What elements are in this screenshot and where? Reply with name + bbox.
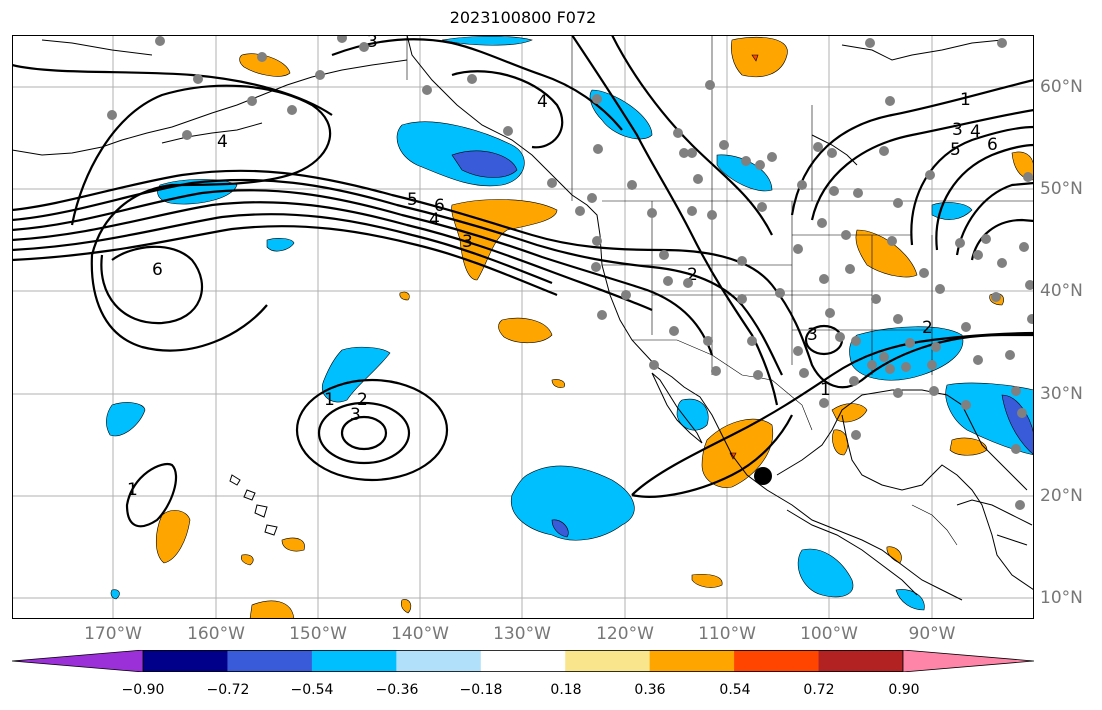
colorbar-tick: 0.36 [634, 682, 666, 698]
lat-label: 40°N [1040, 281, 1083, 301]
colorbar-tick: −0.36 [375, 682, 419, 698]
lat-label: 50°N [1040, 179, 1083, 199]
colorbar-segment [565, 650, 651, 672]
colorbar-tick: −0.90 [121, 682, 165, 698]
contours [12, 35, 1034, 528]
contour-label: 2 [687, 265, 698, 285]
contour-label: 6 [152, 260, 163, 280]
lat-label: 30°N [1040, 384, 1083, 404]
colorbar-segment [649, 650, 735, 672]
map-title: 2023100800 F072 [449, 8, 597, 27]
lat-label: 10°N [1040, 588, 1083, 608]
lon-label: 130°W [493, 624, 551, 644]
lat-label: 60°N [1040, 77, 1083, 97]
contour-label: 3 [350, 405, 361, 425]
contour-label: 2 [357, 390, 368, 410]
contour-label: 1 [324, 390, 335, 410]
storm-marker [754, 467, 772, 485]
colorbar-tick: 0.72 [803, 682, 835, 698]
colorbar-tick: 0.54 [719, 682, 751, 698]
contour-label: 3 [462, 232, 473, 252]
colorbar-segment [143, 650, 228, 672]
contour-label: 6 [987, 135, 998, 155]
contour-label: 1 [127, 480, 138, 500]
contour-label: 4 [217, 132, 228, 152]
colorbar-segment [480, 650, 566, 672]
lon-label: 170°W [84, 624, 142, 644]
colorbar-tick: −0.54 [290, 682, 334, 698]
contour-label: 2 [922, 318, 933, 338]
colorbar-tick: −0.18 [459, 682, 503, 698]
lon-label: 100°W [800, 624, 858, 644]
contour-label: 4 [970, 122, 981, 142]
colorbar-tick: −0.72 [206, 682, 250, 698]
colorbar [12, 650, 1034, 672]
colorbar-extend-low [12, 650, 144, 672]
contour-label: 4 [429, 210, 440, 230]
contour-label: 3 [367, 35, 378, 52]
lat-label: 20°N [1040, 486, 1083, 506]
lon-label: 110°W [698, 624, 756, 644]
lon-label: 150°W [289, 624, 347, 644]
contour-label: 5 [950, 140, 961, 160]
weather-map: 2 3 1 1 6 4 5 6 4 3 3 4 2 2 3 1 1 3 4 5 … [12, 35, 1034, 619]
station-markers [107, 35, 1034, 510]
lon-label: 90°W [908, 624, 956, 644]
colorbar-segment [734, 650, 820, 672]
contour-labels: 2 3 1 1 6 4 5 6 4 3 3 4 2 2 3 1 1 3 4 5 … [127, 35, 998, 500]
contour-label: 1 [820, 380, 831, 400]
contour-label: 3 [952, 120, 963, 140]
colorbar-extend-high [902, 650, 1034, 672]
lon-label: 160°W [187, 624, 245, 644]
lon-label: 120°W [596, 624, 654, 644]
contour-label: 4 [537, 92, 548, 112]
contour-label: 6 [434, 196, 445, 216]
colorbar-tick: 0.18 [550, 682, 582, 698]
colorbar-segment [818, 650, 904, 672]
colorbar-segment [227, 650, 313, 672]
colorbar-segment [396, 650, 482, 672]
contour-label: 1 [960, 90, 971, 110]
contour-label: 3 [807, 325, 818, 345]
colorbar-segment [311, 650, 397, 672]
colorbar-tick: 0.90 [888, 682, 920, 698]
contour-label: 5 [407, 190, 418, 210]
lon-label: 140°W [391, 624, 449, 644]
